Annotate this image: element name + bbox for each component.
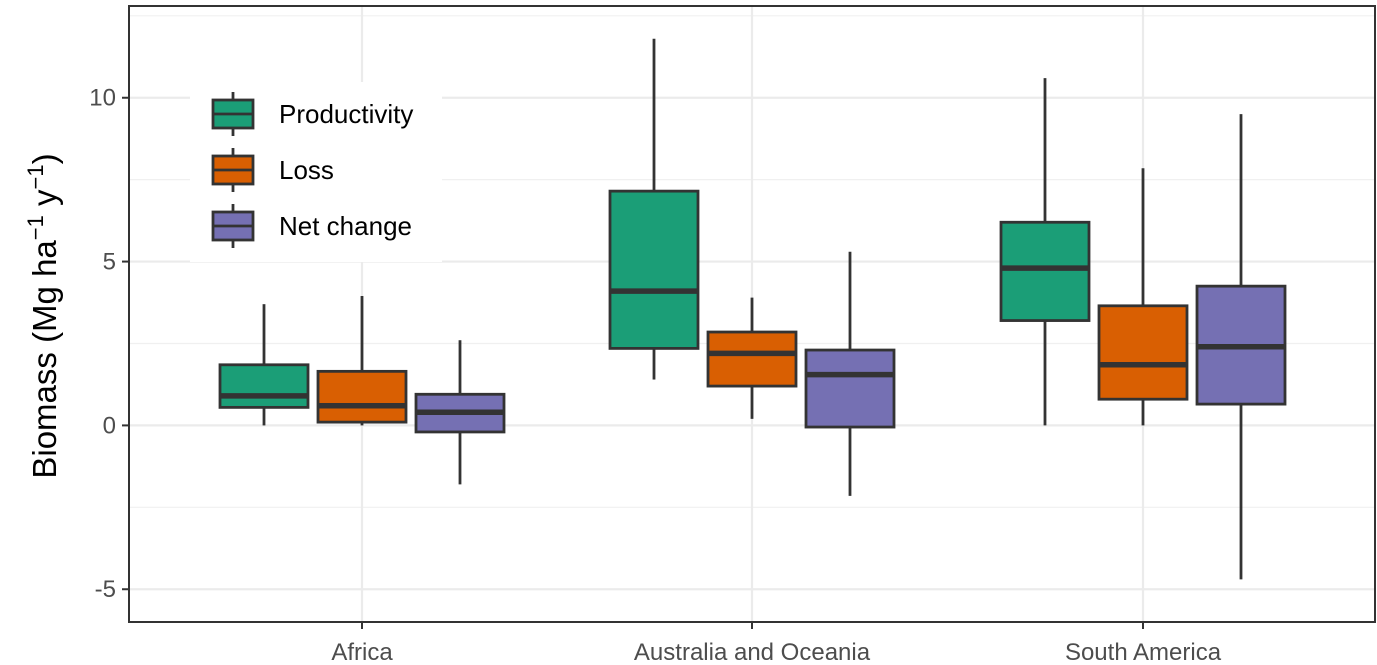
axis-ticks bbox=[122, 96, 1144, 629]
box bbox=[999, 220, 1091, 322]
legend-label: Loss bbox=[279, 155, 334, 185]
box bbox=[706, 330, 798, 388]
legend-label: Productivity bbox=[279, 99, 413, 129]
y-axis-title: Biomass (Mg ha−1 y−1) bbox=[23, 153, 63, 478]
box bbox=[1097, 304, 1189, 401]
series-loss bbox=[316, 168, 1189, 426]
x-tick-label: Africa bbox=[331, 639, 393, 665]
box bbox=[804, 348, 896, 429]
y-tick-label: 0 bbox=[103, 412, 116, 439]
legend-item: Loss bbox=[211, 148, 334, 192]
x-tick-label: South America bbox=[1065, 639, 1222, 665]
legend-item: Net change bbox=[211, 204, 412, 248]
legend: Productivity Loss Net change bbox=[190, 82, 442, 262]
legend-label: Net change bbox=[279, 211, 412, 241]
box bbox=[608, 189, 700, 350]
series-productivity bbox=[218, 38, 1091, 426]
legend-item: Productivity bbox=[211, 92, 413, 136]
box-series-group bbox=[218, 38, 1287, 580]
box bbox=[316, 369, 408, 424]
x-axis-tick-labels: Africa Australia and Oceania South America bbox=[331, 639, 1221, 665]
series-net-change bbox=[414, 114, 1287, 580]
box bbox=[218, 363, 310, 409]
y-axis-tick-labels: -5 0 5 10 bbox=[89, 85, 116, 603]
y-tick-label: 10 bbox=[89, 85, 116, 112]
x-tick-label: Australia and Oceania bbox=[634, 639, 871, 665]
y-tick-label: -5 bbox=[95, 576, 116, 603]
y-tick-label: 5 bbox=[103, 249, 116, 276]
